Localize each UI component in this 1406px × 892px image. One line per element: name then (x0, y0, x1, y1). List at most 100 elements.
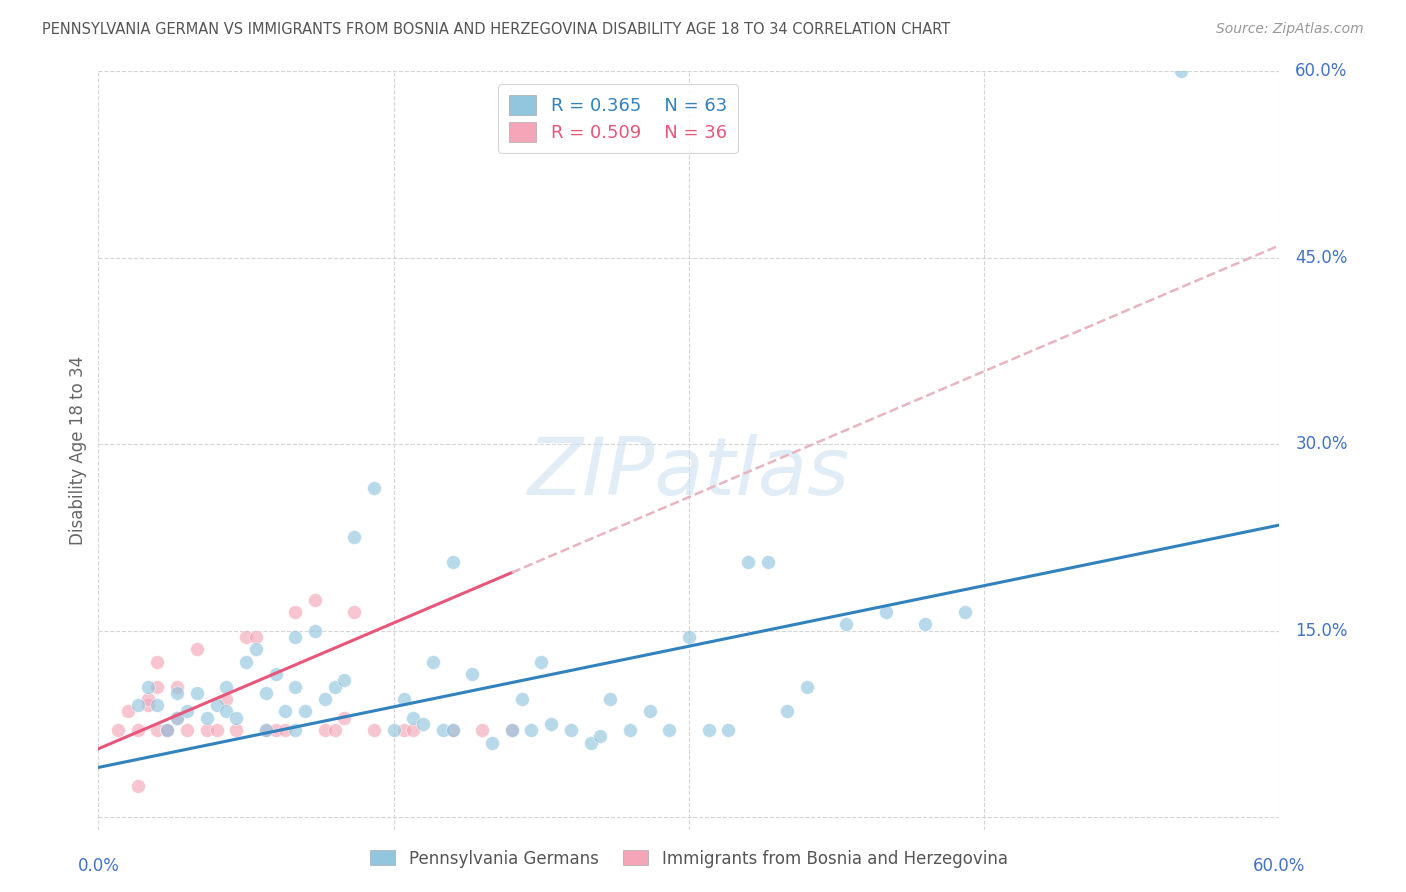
Point (422, 655, 444, 669)
Point (215, 680, 238, 694)
Point (235, 630, 257, 644)
Point (599, 692, 621, 706)
Point (412, 717, 434, 731)
Point (382, 723, 405, 738)
Point (156, 723, 179, 738)
Point (678, 630, 700, 644)
Legend: Pennsylvania Germans, Immigrants from Bosnia and Herzegovina: Pennsylvania Germans, Immigrants from Bo… (364, 843, 1014, 874)
Point (176, 723, 198, 738)
Point (835, 617, 858, 632)
Point (343, 605, 366, 619)
Point (530, 655, 553, 669)
Point (441, 555, 464, 569)
Point (441, 723, 464, 738)
Point (589, 729, 612, 743)
Text: 15.0%: 15.0% (1295, 622, 1348, 640)
Point (796, 680, 818, 694)
Point (127, 779, 149, 793)
Point (186, 686, 208, 700)
Point (717, 723, 740, 738)
Point (107, 723, 129, 738)
Point (756, 555, 779, 569)
Point (304, 624, 326, 638)
Point (274, 705, 297, 719)
Point (343, 531, 366, 545)
Point (254, 686, 277, 700)
Point (284, 630, 307, 644)
Point (363, 481, 385, 495)
Point (441, 723, 464, 738)
Point (323, 723, 346, 738)
Point (314, 692, 336, 706)
Point (166, 711, 188, 725)
Point (323, 680, 346, 694)
Point (392, 723, 415, 738)
Point (658, 723, 681, 738)
Text: 0.0%: 0.0% (77, 857, 120, 875)
Point (481, 735, 503, 749)
Point (166, 686, 188, 700)
Text: 45.0%: 45.0% (1295, 249, 1347, 267)
Point (156, 723, 179, 738)
Text: 30.0%: 30.0% (1295, 435, 1348, 453)
Point (953, 605, 976, 619)
Point (127, 723, 149, 738)
Point (146, 655, 169, 669)
Point (638, 705, 661, 719)
Point (875, 605, 897, 619)
Point (363, 723, 385, 738)
Point (186, 642, 208, 657)
Text: ZIPatlas: ZIPatlas (527, 434, 851, 512)
Point (333, 711, 356, 725)
Point (540, 717, 562, 731)
Point (510, 692, 533, 706)
Point (402, 711, 425, 725)
Point (136, 692, 159, 706)
Point (520, 723, 543, 738)
Point (461, 667, 484, 681)
Point (914, 617, 936, 632)
Point (284, 605, 307, 619)
Point (697, 723, 720, 738)
Text: 60.0%: 60.0% (1295, 62, 1347, 80)
Point (225, 723, 247, 738)
Point (284, 680, 307, 694)
Point (215, 705, 238, 719)
Point (254, 723, 277, 738)
Point (304, 592, 326, 607)
Point (501, 723, 523, 738)
Point (392, 692, 415, 706)
Point (235, 655, 257, 669)
Point (146, 723, 169, 738)
Point (166, 680, 188, 694)
Point (314, 723, 336, 738)
Point (195, 723, 218, 738)
Point (402, 723, 425, 738)
Point (166, 711, 188, 725)
Point (146, 698, 169, 713)
Point (225, 711, 247, 725)
Point (215, 692, 238, 706)
Point (294, 705, 316, 719)
Point (127, 698, 149, 713)
Point (117, 705, 139, 719)
Point (619, 723, 641, 738)
Point (579, 735, 602, 749)
Point (471, 723, 494, 738)
Point (776, 705, 799, 719)
Point (245, 630, 267, 644)
Point (146, 680, 169, 694)
Text: PENNSYLVANIA GERMAN VS IMMIGRANTS FROM BOSNIA AND HERZEGOVINA DISABILITY AGE 18 : PENNSYLVANIA GERMAN VS IMMIGRANTS FROM B… (42, 22, 950, 37)
Point (274, 723, 297, 738)
Point (264, 723, 287, 738)
Point (136, 698, 159, 713)
Point (176, 705, 198, 719)
Point (501, 723, 523, 738)
Point (333, 673, 356, 688)
Point (1170, 64, 1192, 78)
Text: 60.0%: 60.0% (1253, 857, 1306, 875)
Point (737, 555, 759, 569)
Point (195, 711, 218, 725)
Point (264, 667, 287, 681)
Point (560, 723, 582, 738)
